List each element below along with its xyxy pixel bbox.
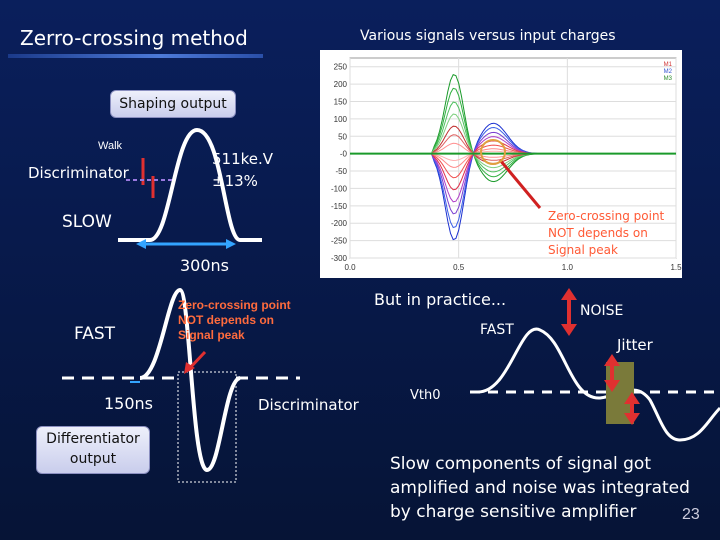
fast-label: FAST bbox=[74, 324, 116, 344]
practice-signal bbox=[477, 327, 720, 442]
x-tick-label: 1.5 bbox=[670, 263, 682, 272]
time-300ns-label: 300ns bbox=[180, 256, 230, 275]
jitter-arrow-2-down bbox=[624, 413, 640, 425]
zc-right-line2: NOT depends on bbox=[548, 226, 648, 240]
fast-label-right: FAST bbox=[480, 322, 514, 338]
x-tick-label: 0.0 bbox=[344, 263, 356, 272]
slow-pulse bbox=[118, 127, 262, 242]
slow-label: SLOW bbox=[62, 212, 112, 232]
arrow-300ns-right-head bbox=[226, 239, 236, 249]
but-in-practice-label: But in practice... bbox=[374, 290, 507, 309]
signal-chart-svg: 25020015010050-0-50-100-150-200-250-3000… bbox=[331, 57, 682, 272]
y-tick-label: -50 bbox=[335, 167, 347, 176]
fast-pulse bbox=[139, 287, 242, 473]
signal-chart: 250 200 150 100 50 -0 -50 -100 -150 -200 -250 -300 0… bbox=[320, 50, 682, 278]
y-tick-label: 150 bbox=[334, 97, 348, 106]
y-tick-label: -300 bbox=[331, 254, 348, 263]
y-tick-label: -250 bbox=[331, 237, 348, 246]
zc-left-line2: NOT depends on bbox=[178, 313, 274, 327]
y-tick-label: -100 bbox=[331, 184, 348, 193]
zc-left-line3: Signal peak bbox=[178, 328, 245, 342]
jitter-arrow-1-up bbox=[604, 354, 620, 366]
discriminator-label-2: Discriminator bbox=[258, 396, 359, 414]
summary-text: Slow components of signal got amplified … bbox=[390, 454, 690, 522]
y-tick-label: -150 bbox=[331, 202, 348, 211]
jitter-label: Jitter bbox=[617, 336, 653, 354]
legend-entry: M3 bbox=[664, 76, 673, 82]
zc-circle bbox=[480, 139, 506, 165]
x-tick-label: 1.0 bbox=[562, 263, 574, 272]
x-tick-label: 0.5 bbox=[453, 263, 465, 272]
y-tick-label: 100 bbox=[334, 115, 348, 124]
arrow-300ns-left-head bbox=[136, 239, 146, 249]
y-tick-label: 200 bbox=[334, 80, 348, 89]
zc-left-line1: Zero-crossing point bbox=[178, 298, 291, 312]
title-underline bbox=[8, 54, 263, 58]
discriminator-label: Discriminator bbox=[28, 164, 129, 182]
noise-arrow-up bbox=[561, 288, 577, 300]
y-tick-label: 250 bbox=[334, 63, 348, 72]
chart-caption: Various signals versus input charges bbox=[360, 28, 616, 44]
zc-right-line3: Signal peak bbox=[548, 243, 618, 257]
jitter-arrow-2-up bbox=[624, 392, 640, 404]
y-tick-label: -200 bbox=[331, 219, 348, 228]
jitter-arrow-1-down bbox=[604, 380, 620, 392]
differentiator-output-label: Differentiator output bbox=[36, 426, 150, 474]
zc-arrow-chart bbox=[498, 159, 542, 209]
window-box bbox=[177, 371, 237, 483]
energy-line1: 511ke.V bbox=[212, 150, 274, 168]
energy-label: 511ke.V ±13% bbox=[212, 148, 273, 192]
walk-label: Walk bbox=[98, 140, 123, 152]
zero-crossing-note-left: Zero-crossing point NOT depends on Signa… bbox=[178, 298, 291, 343]
zc-arrow-left-head bbox=[184, 362, 195, 374]
slide-title: Zerro-crossing method bbox=[20, 26, 248, 50]
noise-label: NOISE bbox=[580, 303, 624, 319]
diff-line1: Differentiator bbox=[46, 431, 140, 447]
y-tick-label: 50 bbox=[338, 132, 347, 141]
shaping-output-label: Shaping output bbox=[110, 90, 236, 118]
diff-line2: output bbox=[69, 451, 117, 467]
legend-entry: M1 bbox=[664, 62, 673, 68]
noise-arrow-down bbox=[561, 324, 577, 336]
time-150ns-label: 150ns bbox=[104, 394, 154, 413]
page-number: 23 bbox=[682, 506, 700, 523]
legend-entry: M2 bbox=[664, 69, 673, 75]
vth0-label: Vth0 bbox=[410, 388, 441, 403]
zero-crossing-note-right: Zero-crossing point NOT depends on Signa… bbox=[548, 208, 664, 259]
energy-line2: ±13% bbox=[212, 172, 258, 190]
zc-right-line1: Zero-crossing point bbox=[548, 209, 665, 223]
y-tick-label: -0 bbox=[340, 150, 348, 159]
